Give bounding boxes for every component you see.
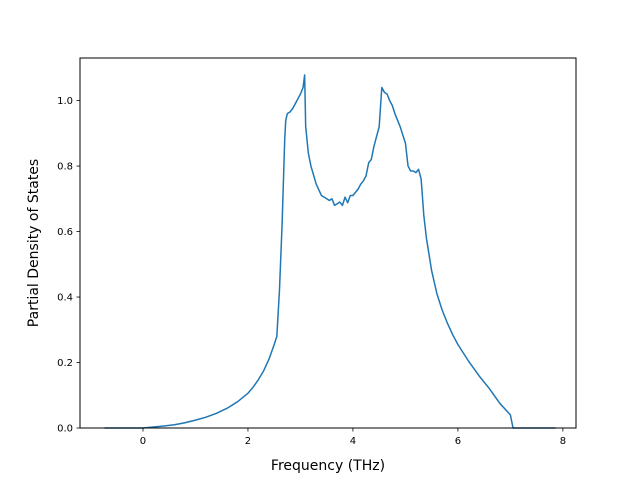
y-tick-label: 0.6 (57, 227, 73, 238)
y-tick-label: 0.2 (57, 358, 73, 369)
plot-area (104, 74, 556, 429)
y-axis-label: Partial Density of States (26, 159, 42, 327)
y-axis-ticks: 0.0 0.2 0.4 0.6 0.8 1.0 (57, 96, 80, 435)
x-tick-label: 4 (350, 436, 356, 447)
x-axis-label: Frequency (THz) (271, 458, 385, 474)
y-tick-label: 0.8 (57, 162, 73, 173)
y-tick-label: 1.0 (57, 96, 73, 107)
x-tick-label: 2 (245, 436, 251, 447)
x-tick-label: 0 (140, 436, 146, 447)
axes-frame (79, 57, 577, 429)
pdos-series-line (104, 74, 556, 429)
y-tick-label: 0.0 (57, 424, 73, 435)
x-tick-label: 6 (455, 436, 461, 447)
x-tick-label: 8 (560, 436, 566, 447)
x-axis-ticks: 0 2 4 6 8 (140, 428, 566, 447)
y-tick-label: 0.4 (57, 293, 73, 304)
